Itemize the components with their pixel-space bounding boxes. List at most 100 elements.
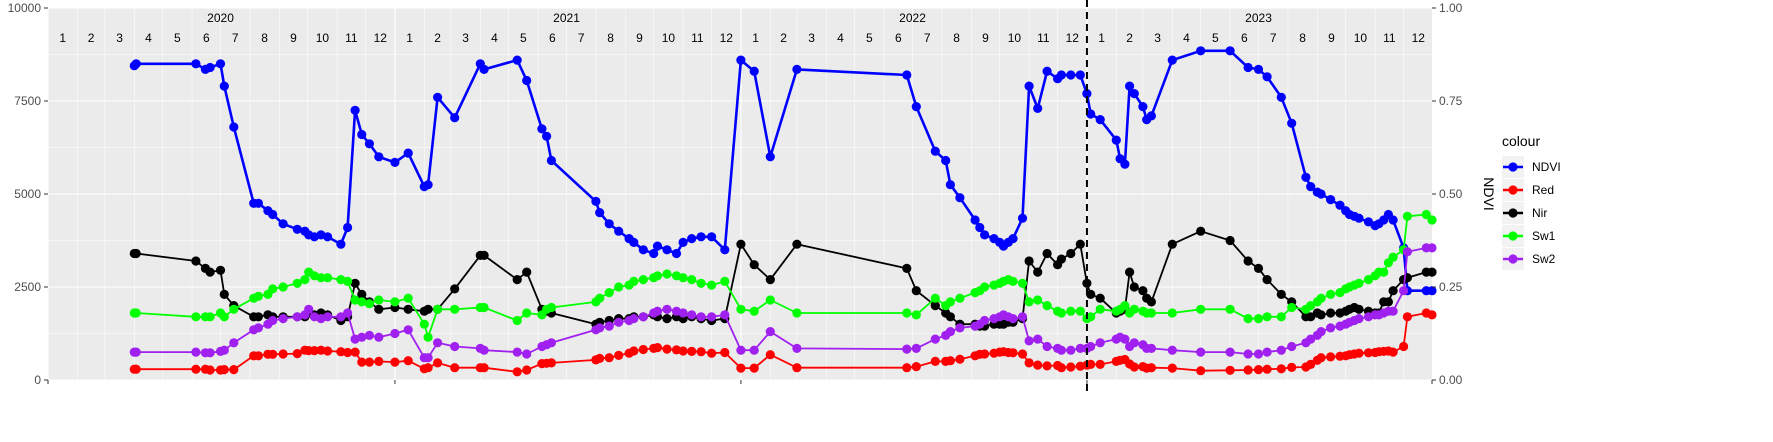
- data-point-ndvi: [191, 59, 201, 69]
- data-point-sw2: [1075, 343, 1085, 353]
- data-point-nir: [131, 248, 141, 259]
- data-point-sw1: [219, 312, 229, 322]
- data-point-nir: [792, 239, 802, 249]
- data-point-sw1: [1129, 304, 1139, 314]
- data-point-ndvi: [941, 155, 951, 166]
- data-point-ndvi: [423, 180, 433, 190]
- data-point-sw2: [720, 310, 730, 320]
- data-point-ndvi: [970, 215, 980, 225]
- data-point-sw2: [678, 308, 688, 318]
- data-point-sw2: [1008, 314, 1018, 324]
- data-point-sw2: [1017, 312, 1028, 322]
- data-point-sw1: [323, 273, 333, 283]
- data-point-red: [450, 363, 460, 373]
- month-label: 3: [462, 31, 469, 45]
- data-point-ndvi: [512, 55, 522, 65]
- data-point-red: [614, 350, 624, 360]
- y-tick-label: 0: [34, 373, 41, 387]
- y2-tick-label: 0.25: [1439, 280, 1463, 294]
- data-point-sw1: [696, 278, 706, 288]
- data-point-sw1: [364, 299, 374, 309]
- data-point-red: [595, 353, 605, 363]
- data-point-red: [1086, 359, 1096, 369]
- data-point-red: [1066, 362, 1076, 372]
- data-point-nir: [749, 260, 759, 270]
- data-point-nir: [403, 304, 413, 314]
- data-point-sw1: [229, 304, 239, 314]
- month-label: 8: [953, 31, 960, 45]
- data-point-sw2: [219, 345, 229, 355]
- data-point-ndvi: [1306, 182, 1316, 192]
- data-point-red: [1276, 364, 1286, 374]
- data-point-sw1: [253, 291, 263, 301]
- data-point-ndvi: [1316, 189, 1326, 199]
- data-point-ndvi: [980, 230, 990, 240]
- data-point-ndvi: [1388, 215, 1398, 225]
- data-point-sw1: [205, 312, 215, 322]
- data-point-sw2: [930, 334, 940, 344]
- y-tick-label: 5000: [14, 187, 41, 201]
- data-point-ndvi: [662, 245, 672, 255]
- data-point-ndvi: [268, 209, 278, 220]
- data-point-sw2: [1056, 345, 1066, 355]
- data-point-sw1: [546, 302, 557, 313]
- data-point-ndvi: [1042, 66, 1052, 76]
- data-point-red: [1024, 358, 1034, 368]
- data-point-sw1: [1379, 267, 1389, 277]
- data-point-ndvi: [292, 224, 302, 234]
- data-point-sw2: [980, 315, 990, 326]
- data-point-red: [343, 347, 353, 358]
- data-point-ndvi: [687, 234, 697, 244]
- year-label: 2021: [553, 11, 580, 25]
- data-point-sw1: [522, 308, 532, 318]
- data-point-sw1: [1427, 215, 1437, 225]
- data-point-sw1: [980, 282, 990, 292]
- data-point-sw2: [1033, 334, 1043, 344]
- month-label: 11: [691, 31, 704, 45]
- data-point-red: [1306, 359, 1316, 369]
- data-point-sw2: [522, 349, 532, 359]
- data-point-sw1: [450, 304, 460, 314]
- y-tick-label: 7500: [14, 94, 41, 108]
- series-ndvi: [129, 46, 1437, 296]
- data-point-nir: [1253, 263, 1264, 273]
- data-point-sw1: [1196, 304, 1206, 314]
- data-point-nir: [1383, 297, 1393, 307]
- data-point-ndvi: [1335, 200, 1345, 210]
- data-point-red: [792, 363, 802, 373]
- data-point-sw1: [390, 297, 400, 307]
- legend-label: Sw1: [1532, 229, 1556, 243]
- data-point-red: [512, 367, 522, 377]
- data-point-red: [323, 346, 333, 356]
- data-point-red: [1402, 312, 1412, 322]
- data-point-sw1: [687, 275, 697, 285]
- data-point-ndvi: [1253, 64, 1264, 74]
- data-point-sw2: [423, 353, 433, 363]
- data-point-sw2: [229, 338, 239, 348]
- data-point-ndvi: [1287, 118, 1297, 128]
- data-point-sw1: [278, 282, 288, 292]
- data-point-ndvi: [278, 219, 288, 229]
- month-label: 1: [59, 31, 66, 45]
- data-point-red: [219, 365, 229, 375]
- data-point-ndvi: [215, 59, 226, 69]
- data-point-red: [1017, 349, 1028, 359]
- data-point-sw1: [1402, 211, 1412, 221]
- month-label: 5: [1212, 31, 1219, 45]
- data-point-red: [662, 344, 672, 354]
- data-point-sw1: [945, 297, 956, 307]
- data-point-ndvi: [1033, 103, 1043, 113]
- data-point-sw1: [1024, 297, 1034, 307]
- data-point-red: [1033, 360, 1043, 370]
- data-point-ndvi: [343, 222, 353, 233]
- data-point-sw2: [1287, 341, 1297, 352]
- month-label: 2: [434, 31, 441, 45]
- month-label: 12: [1412, 31, 1426, 45]
- data-point-ndvi: [604, 219, 614, 229]
- month-label: 4: [837, 31, 844, 45]
- data-point-ndvi: [1167, 55, 1177, 65]
- month-label: 4: [145, 31, 152, 45]
- data-point-nir: [662, 314, 672, 324]
- data-point-red: [911, 362, 921, 372]
- data-point-red: [364, 357, 374, 367]
